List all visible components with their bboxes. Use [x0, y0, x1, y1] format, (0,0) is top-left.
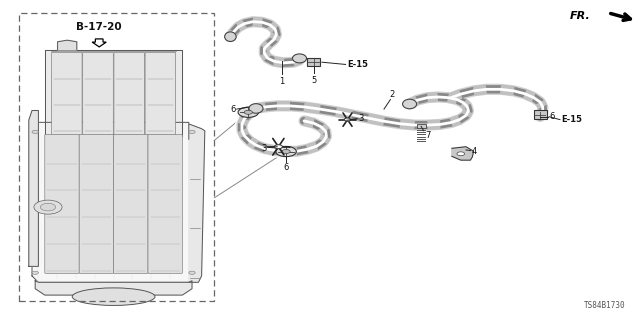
Circle shape	[244, 110, 252, 114]
Circle shape	[32, 130, 38, 133]
Text: E-15: E-15	[561, 115, 582, 124]
Circle shape	[40, 203, 56, 211]
Ellipse shape	[292, 54, 307, 63]
FancyBboxPatch shape	[114, 135, 148, 273]
Ellipse shape	[249, 104, 263, 113]
Bar	[417, 124, 426, 128]
Text: 6: 6	[549, 112, 554, 121]
Polygon shape	[452, 147, 474, 160]
FancyArrow shape	[92, 39, 106, 47]
Text: 6: 6	[284, 163, 289, 172]
Text: FR.: FR.	[570, 11, 591, 21]
Circle shape	[276, 146, 296, 157]
FancyBboxPatch shape	[148, 135, 182, 273]
Text: 3: 3	[358, 114, 364, 123]
Ellipse shape	[225, 32, 236, 41]
Text: 7: 7	[425, 131, 430, 140]
Text: B-17-20: B-17-20	[76, 22, 122, 32]
FancyBboxPatch shape	[79, 135, 114, 273]
Text: 1: 1	[279, 77, 284, 85]
Ellipse shape	[403, 99, 417, 109]
Polygon shape	[58, 40, 77, 50]
Text: 3: 3	[262, 144, 267, 152]
Circle shape	[282, 150, 290, 153]
Circle shape	[275, 145, 282, 149]
Polygon shape	[32, 122, 192, 282]
Polygon shape	[189, 124, 205, 282]
Polygon shape	[29, 111, 38, 266]
Bar	[19, 13, 214, 301]
Circle shape	[457, 152, 465, 156]
FancyBboxPatch shape	[114, 52, 145, 135]
Circle shape	[189, 130, 195, 133]
Text: 6: 6	[230, 105, 236, 114]
Bar	[307, 58, 320, 66]
Text: 4: 4	[472, 147, 477, 156]
FancyBboxPatch shape	[83, 52, 113, 135]
Text: 5: 5	[311, 76, 316, 85]
Text: 2: 2	[389, 90, 394, 99]
Ellipse shape	[72, 288, 155, 306]
Circle shape	[34, 200, 62, 214]
Polygon shape	[35, 281, 192, 295]
Circle shape	[344, 118, 351, 121]
FancyBboxPatch shape	[45, 135, 79, 273]
Text: E-15: E-15	[348, 60, 369, 69]
FancyBboxPatch shape	[51, 52, 82, 135]
Bar	[534, 110, 547, 119]
Circle shape	[32, 271, 38, 274]
Polygon shape	[45, 50, 182, 136]
Circle shape	[189, 271, 195, 274]
FancyBboxPatch shape	[145, 52, 175, 135]
Text: TS84B1730: TS84B1730	[584, 301, 626, 310]
Circle shape	[238, 107, 259, 117]
